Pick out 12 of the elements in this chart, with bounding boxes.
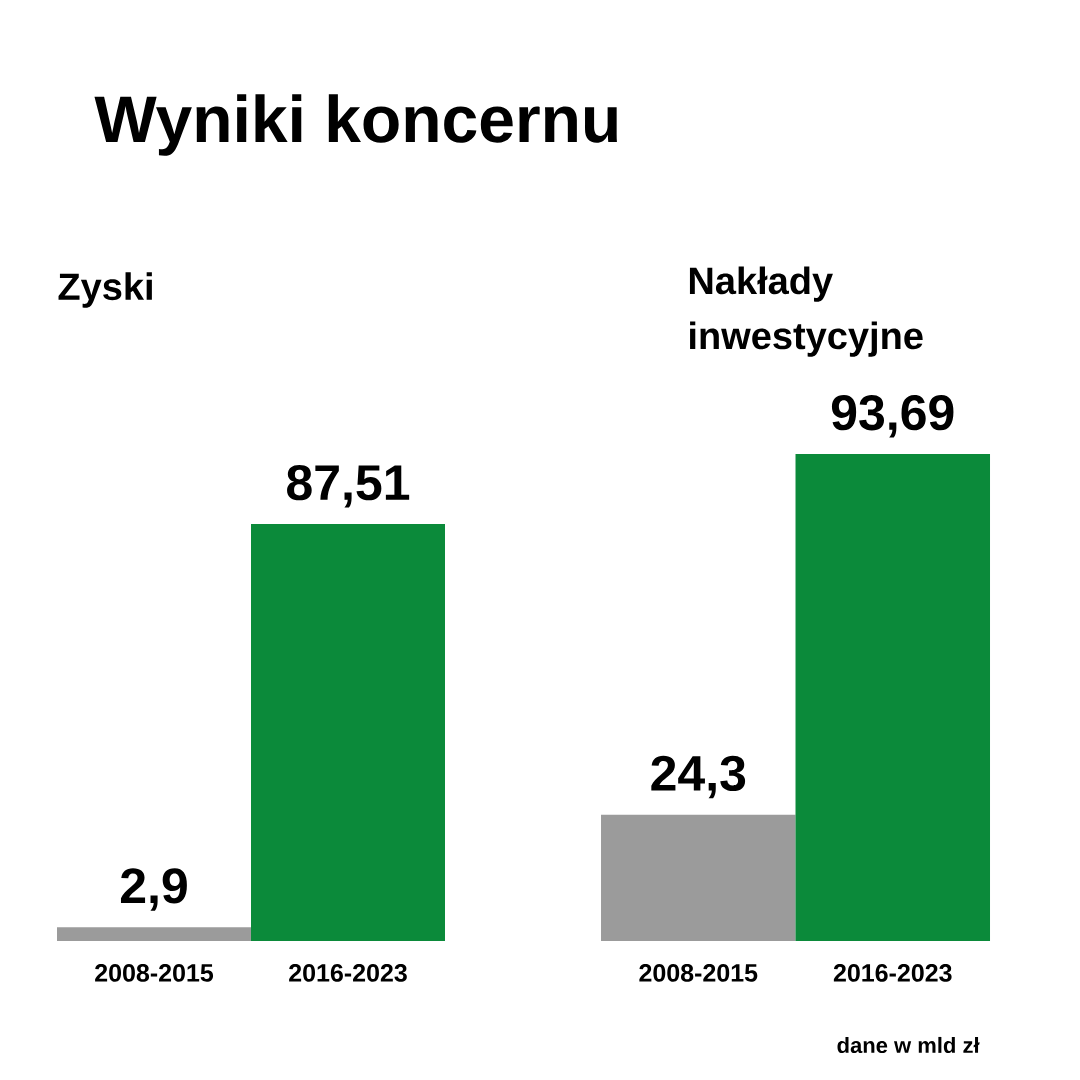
data-label: 93,69 xyxy=(831,394,954,438)
chart-subtitle: Zyski xyxy=(58,272,152,308)
data-label: 24,3 xyxy=(651,755,746,799)
data-label: 87,51 xyxy=(287,464,410,508)
x-tick-label: 2008-2015 xyxy=(95,964,214,982)
x-tick-label: 2008-2015 xyxy=(639,964,758,982)
chart-title: Nakłady inwestycyjne xyxy=(689,266,923,357)
chart-title: Wyniki koncernu xyxy=(94,94,617,156)
x-tick-label: 2016-2023 xyxy=(289,964,407,982)
data-label: 2,9 xyxy=(120,868,187,911)
x-tick-label: 2016-2023 xyxy=(833,964,952,982)
text: dane w mld zł xyxy=(837,1036,980,1054)
